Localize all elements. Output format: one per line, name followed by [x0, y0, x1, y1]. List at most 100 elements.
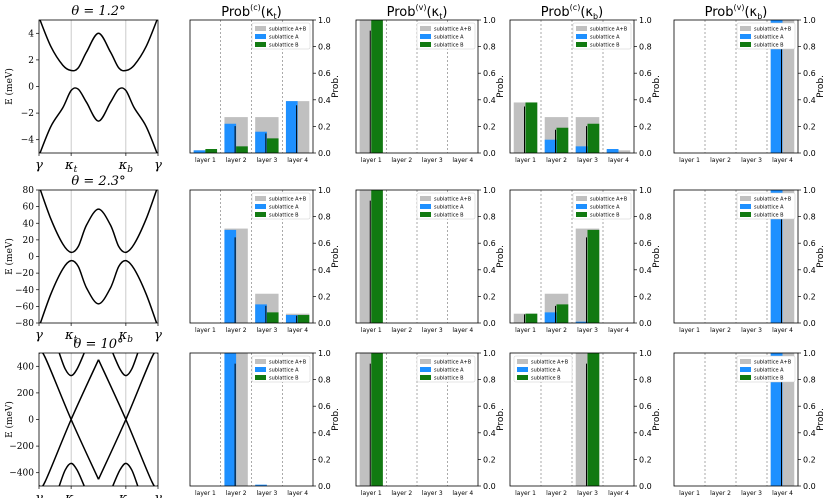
legend-swatch — [576, 26, 587, 31]
legend-frame — [416, 192, 476, 220]
y-tick-label: 0.4 — [639, 96, 652, 105]
layer-label: layer 3 — [422, 490, 443, 497]
x-tick-main: κ — [118, 328, 128, 343]
y-tick-label: 0 — [28, 83, 34, 93]
panel-title: θ = 2.3° — [71, 174, 125, 189]
bar-sublattice-b — [556, 127, 569, 153]
layer-label: layer 3 — [256, 157, 277, 164]
layer-label: layer 3 — [741, 327, 762, 334]
legend-frame — [572, 192, 632, 220]
x-tick-sub: b — [127, 165, 133, 175]
bar-sublattice-b — [587, 123, 600, 153]
y-tick-label: 0.4 — [639, 429, 652, 438]
layer-label: layer 2 — [226, 327, 247, 334]
legend-swatch — [576, 34, 587, 39]
column-title-part: Prob — [705, 5, 734, 20]
legend-swatch — [420, 42, 431, 47]
column-title: Prob(v)(κb) — [705, 3, 768, 21]
legend-swatch — [420, 367, 431, 372]
y-tick-label: 0.6 — [639, 239, 652, 248]
x-tick-main: γ — [154, 491, 162, 498]
legend-label: sublattice B — [269, 376, 299, 382]
x-tick-label: κt — [64, 158, 78, 175]
band-line — [112, 353, 139, 377]
legend-frame — [736, 22, 796, 50]
y-tick-label: 1.0 — [803, 349, 816, 358]
x-tick-main: γ — [35, 328, 43, 343]
y-axis-label: Prob. — [816, 75, 826, 98]
legend-frame — [416, 355, 476, 383]
axes-frame — [38, 189, 159, 324]
y-tick-label: 0.6 — [483, 402, 496, 411]
y-tick-label: 20 — [23, 236, 35, 246]
legend-swatch — [255, 359, 266, 364]
y-tick-label: 0.0 — [639, 482, 652, 491]
layer-label: layer 4 — [608, 327, 629, 334]
probability-panel: layer 1 layer 2 layer 3 layer 4 0.0 0.2 0.4 0.6… — [673, 349, 826, 497]
panel-title: θ = 1.2° — [71, 4, 125, 19]
y-tick-label: 1.0 — [483, 186, 496, 195]
y-tick-label: −4 — [21, 136, 35, 146]
x-tick-label: γ — [35, 491, 43, 498]
x-tick-main: κ — [64, 158, 74, 173]
bar-sublattice-b — [205, 149, 218, 153]
axes-frame — [355, 352, 479, 487]
legend-label: sublattice A+B — [434, 360, 472, 366]
probability-panel: layer 1 layer 2 layer 3 layer 4 0.0 0.2 0.4 0.6… — [355, 16, 506, 164]
y-tick-label: 0.8 — [483, 43, 496, 52]
bar-sublattice-a — [770, 190, 783, 323]
band-line — [39, 190, 158, 254]
bar-sublattice-a — [224, 229, 237, 323]
bar-sublattice-b — [556, 304, 569, 323]
layer-label: layer 2 — [546, 157, 567, 164]
legend-swatch — [420, 34, 431, 39]
bar-sublattice-a — [285, 101, 298, 153]
probability-panel: layer 1 layer 2 layer 3 layer 4 0.0 0.2 0.4 0.6… — [509, 186, 662, 334]
legend-label: sublattice A+B — [590, 27, 628, 33]
bar-sublattice-b — [587, 229, 600, 323]
legend-label: sublattice B — [754, 43, 784, 49]
legend-label: sublattice A — [754, 35, 784, 41]
legend-label: sublattice A — [590, 35, 620, 41]
column-title-part: Prob — [221, 5, 250, 20]
y-tick-label: 0.2 — [483, 292, 496, 301]
layer-label: layer 2 — [391, 490, 412, 497]
layer-label: layer 2 — [226, 490, 247, 497]
legend-frame — [416, 22, 476, 50]
layer-label: layer 3 — [577, 157, 598, 164]
band-lines — [39, 20, 158, 153]
probability-panel: layer 1 layer 2 layer 3 layer 4 0.0 0.2 0.4 0.6… — [189, 16, 341, 164]
x-tick-label: κt — [64, 491, 78, 498]
layer-label: layer 3 — [256, 327, 277, 334]
legend-label: sublattice B — [269, 43, 299, 49]
legend-swatch — [740, 196, 751, 201]
y-axis-label: Prob. — [652, 75, 662, 98]
x-tick-label: κb — [118, 328, 134, 345]
band-line — [39, 259, 158, 323]
y-axis-label: Prob. — [816, 408, 826, 431]
legend-label: sublattice B — [590, 43, 620, 49]
legend: sublattice A+B sublattice A sublattice B — [736, 22, 796, 50]
legend-label: sublattice A — [434, 368, 464, 374]
y-tick-label: 1.0 — [639, 16, 652, 25]
legend-label: sublattice A — [590, 205, 620, 211]
layer-label: layer 1 — [195, 157, 216, 164]
x-tick-main: γ — [154, 328, 162, 343]
axes-frame — [189, 189, 314, 324]
legend-swatch — [740, 34, 751, 39]
y-tick-label: 0.2 — [318, 292, 331, 301]
band-structure-panel: θ = 1.2°420−2−4E (meV)γ κt κb γ — [4, 4, 162, 175]
legend-swatch — [576, 212, 587, 217]
y-axis-label: Prob. — [652, 408, 662, 431]
band-line — [58, 353, 85, 377]
legend: sublattice A+B sublattice A sublattice B — [513, 355, 573, 383]
y-tick-label: 0.2 — [639, 122, 652, 131]
legend-label: sublattice A+B — [754, 360, 792, 366]
bar-sublattice-a — [193, 150, 206, 153]
band-line — [39, 359, 100, 486]
y-tick-label: 0.6 — [803, 69, 816, 78]
legend: sublattice A+B sublattice A sublattice B — [416, 22, 476, 50]
probability-panel: layer 1 layer 2 layer 3 layer 4 0.0 0.2 0.4 0.6… — [673, 16, 826, 164]
layer-label: layer 3 — [577, 490, 598, 497]
bar-sublattice-b — [236, 146, 248, 153]
